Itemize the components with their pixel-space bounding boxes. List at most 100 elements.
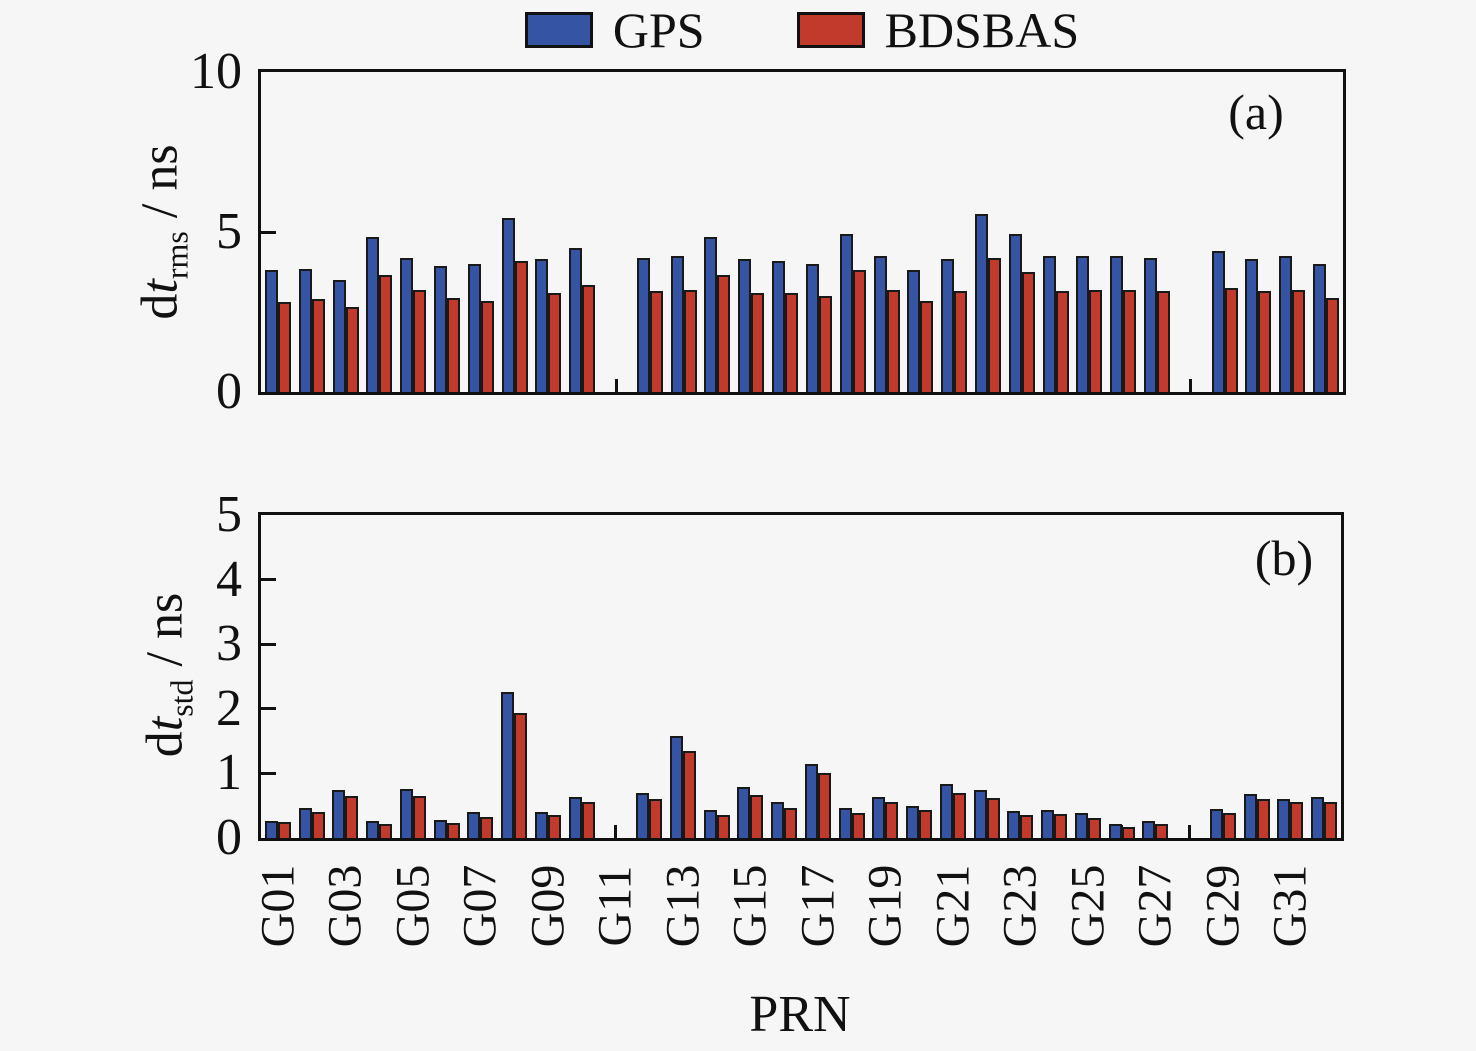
x-tick-label-g21: G21 bbox=[926, 864, 980, 948]
bar-gps-g07 bbox=[467, 264, 481, 392]
bar-bdsbas-g23 bbox=[1021, 272, 1035, 392]
bar-gps-g13 bbox=[670, 256, 684, 392]
bar-bdsbas-g09 bbox=[547, 815, 561, 838]
bar-gps-g16 bbox=[772, 260, 786, 392]
bar-bdsbas-g20 bbox=[919, 810, 933, 838]
bar-gps-g20 bbox=[907, 270, 921, 392]
y-tick-label-5: 5 bbox=[216, 203, 242, 260]
bar-bdsbas-g10 bbox=[582, 284, 596, 392]
bar-bdsbas-g31 bbox=[1292, 289, 1306, 392]
bar-bdsbas-g16 bbox=[784, 808, 798, 838]
bar-gps-g23 bbox=[1007, 810, 1021, 838]
bar-gps-g15 bbox=[737, 786, 751, 838]
bar-bdsbas-g17 bbox=[817, 773, 831, 838]
x-tick-label-g07: G07 bbox=[453, 864, 507, 948]
x-tick-label-g17: G17 bbox=[791, 864, 845, 948]
bar-gps-g04 bbox=[366, 820, 380, 838]
bar-gps-g04 bbox=[366, 236, 380, 392]
bar-bdsbas-g06 bbox=[446, 823, 460, 838]
bar-bdsbas-g29 bbox=[1222, 812, 1236, 838]
bar-gps-g22 bbox=[974, 214, 988, 392]
bar-gps-g31 bbox=[1279, 256, 1293, 392]
legend-label-gps: GPS bbox=[612, 2, 705, 58]
bar-gps-g01 bbox=[264, 270, 278, 392]
bar-gps-g06 bbox=[433, 819, 447, 838]
bar-gps-g29 bbox=[1211, 251, 1225, 392]
bar-bdsbas-g22 bbox=[987, 257, 1001, 392]
bar-gps-g22 bbox=[973, 790, 987, 838]
bar-bdsbas-g29 bbox=[1224, 288, 1238, 392]
bar-bdsbas-g13 bbox=[682, 750, 696, 838]
bar-gps-g24 bbox=[1042, 256, 1056, 392]
bar-bdsbas-g10 bbox=[581, 802, 595, 838]
bar-bdsbas-g21 bbox=[954, 291, 968, 392]
bar-gps-g17 bbox=[804, 764, 818, 838]
bar-bdsbas-g04 bbox=[379, 823, 393, 838]
bar-gps-g23 bbox=[1008, 233, 1022, 392]
bar-bdsbas-g30 bbox=[1256, 798, 1270, 838]
legend-label-bdsbas: BDSBAS bbox=[884, 2, 1080, 58]
bar-bdsbas-g24 bbox=[1054, 814, 1068, 838]
bar-bdsbas-g07 bbox=[480, 816, 494, 838]
bar-bdsbas-g20 bbox=[920, 300, 934, 392]
bar-bdsbas-g23 bbox=[1020, 814, 1034, 838]
bar-bdsbas-g12 bbox=[649, 799, 663, 838]
x-tick-label-g15: G15 bbox=[723, 864, 777, 948]
bar-gps-g29 bbox=[1209, 808, 1223, 838]
y-tick-2 bbox=[261, 707, 276, 711]
chart-std: dtstd / ns (b) PRN 0 1 2 3 4 5 G01 G03 G05 G07 G09… bbox=[0, 470, 1476, 1051]
bar-bdsbas-g14 bbox=[717, 275, 731, 392]
bar-gps-g01 bbox=[264, 820, 278, 838]
legend-swatch-gps bbox=[524, 12, 593, 48]
legend-item-gps: GPS bbox=[524, 2, 705, 58]
bar-gps-g03 bbox=[332, 280, 346, 392]
x-tick-label-g19: G19 bbox=[858, 864, 912, 948]
bar-bdsbas-g26 bbox=[1121, 827, 1135, 838]
bar-gps-g27 bbox=[1142, 821, 1156, 838]
y-tick-4 bbox=[261, 578, 276, 582]
bar-bdsbas-g06 bbox=[446, 297, 460, 392]
bar-gps-g02 bbox=[298, 268, 312, 392]
x-tick-label-g11: G11 bbox=[588, 865, 642, 947]
bar-bdsbas-g25 bbox=[1087, 817, 1101, 838]
bar-bdsbas-g05 bbox=[412, 796, 426, 838]
bar-bdsbas-g17 bbox=[818, 296, 832, 392]
legend: GPS BDSBAS bbox=[258, 4, 1346, 56]
bar-gps-g07 bbox=[467, 812, 481, 838]
bar-gps-g05 bbox=[399, 788, 413, 838]
bar-gps-g20 bbox=[906, 805, 920, 838]
bar-gps-g31 bbox=[1277, 798, 1291, 838]
bar-bdsbas-g19 bbox=[885, 802, 899, 838]
y-tick-label-3: 3 bbox=[216, 615, 242, 673]
y-tick-1 bbox=[261, 771, 276, 775]
plot-frame-b bbox=[258, 512, 1344, 841]
bar-bdsbas-g02 bbox=[311, 299, 325, 392]
bar-gps-g32 bbox=[1311, 797, 1325, 838]
x-tick-label-g29: G29 bbox=[1196, 864, 1250, 948]
bar-bdsbas-g15 bbox=[750, 794, 764, 838]
x-tick-label-g09: G09 bbox=[521, 864, 575, 948]
bar-gps-g12 bbox=[636, 793, 650, 838]
bar-gps-g27 bbox=[1144, 257, 1158, 392]
bar-bdsbas-g31 bbox=[1290, 802, 1304, 838]
bar-gps-g21 bbox=[939, 783, 953, 838]
bar-gps-g08 bbox=[501, 692, 515, 838]
y-tick-label-2: 2 bbox=[216, 679, 242, 737]
y-tick-label-0: 0 bbox=[216, 363, 242, 420]
bar-gps-g14 bbox=[704, 236, 718, 392]
bar-bdsbas-g18 bbox=[852, 270, 866, 392]
bar-bdsbas-g27 bbox=[1155, 823, 1169, 838]
bar-gps-g15 bbox=[738, 259, 752, 392]
bar-gps-g25 bbox=[1074, 813, 1088, 838]
bar-bdsbas-g01 bbox=[277, 821, 291, 838]
legend-swatch-bdsbas bbox=[796, 12, 865, 48]
bar-gps-g26 bbox=[1108, 823, 1122, 838]
bar-bdsbas-g24 bbox=[1055, 291, 1069, 392]
bar-gps-g30 bbox=[1245, 259, 1259, 392]
bar-bdsbas-g04 bbox=[379, 275, 393, 392]
bar-gps-g18 bbox=[838, 807, 852, 838]
bar-gps-g19 bbox=[872, 796, 886, 838]
bar-bdsbas-g08 bbox=[514, 260, 528, 392]
bar-gps-g05 bbox=[400, 257, 414, 392]
bar-gps-g09 bbox=[535, 259, 549, 392]
